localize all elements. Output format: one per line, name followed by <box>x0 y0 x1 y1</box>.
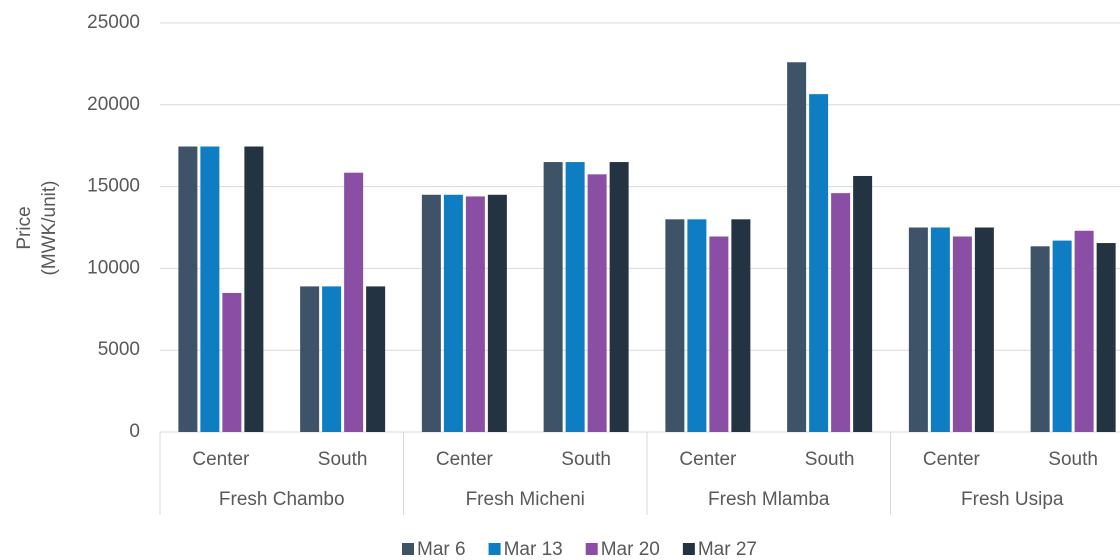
bar <box>565 162 585 432</box>
legend-label: Mar 20 <box>601 539 660 560</box>
bar <box>222 292 242 432</box>
bar <box>908 227 928 432</box>
legend-label: Mar 13 <box>504 539 563 560</box>
bar <box>322 286 342 432</box>
y-axis-label: (MWK/unit) <box>39 181 60 276</box>
legend-swatch <box>402 543 414 555</box>
bar <box>200 146 220 432</box>
x-tick-label: Center <box>192 449 250 470</box>
group-label: Fresh Mlamba <box>708 489 830 510</box>
x-tick-label: South <box>1048 449 1098 470</box>
bar <box>665 219 685 432</box>
y-tick-label: 10000 <box>87 257 140 278</box>
bar <box>787 62 807 432</box>
x-tick-label: South <box>318 449 368 470</box>
bar <box>465 196 485 432</box>
bar <box>952 236 972 432</box>
x-tick-label: South <box>561 449 611 470</box>
bar <box>443 194 463 432</box>
bar <box>853 175 873 432</box>
y-tick-label: 0 <box>129 421 140 442</box>
bar <box>930 227 950 432</box>
legend-swatch <box>585 543 598 555</box>
bar <box>344 172 364 432</box>
bar <box>421 194 441 432</box>
bar <box>609 162 629 432</box>
bar <box>709 236 729 432</box>
bar <box>178 146 198 432</box>
x-tick-label: Center <box>679 449 737 470</box>
y-tick-label: 5000 <box>98 339 140 360</box>
x-tick-label: Center <box>923 449 981 470</box>
bar <box>1030 246 1050 432</box>
group-label: Fresh Usipa <box>961 489 1064 510</box>
bar <box>1074 230 1094 432</box>
y-tick-label: 25000 <box>87 12 140 33</box>
bar <box>1096 243 1116 432</box>
legend-label: Mar 6 <box>417 539 466 560</box>
group-label: Fresh Chambo <box>219 489 345 510</box>
bar <box>809 94 829 432</box>
x-tick-label: Center <box>436 449 494 470</box>
y-axis-label: Price <box>14 206 35 249</box>
bar <box>300 286 320 432</box>
legend-swatch <box>682 543 695 555</box>
bar <box>687 219 707 432</box>
bar <box>587 174 607 432</box>
y-tick-label: 20000 <box>87 94 140 115</box>
bar <box>487 194 507 432</box>
x-tick-label: South <box>805 449 855 470</box>
bar <box>831 193 851 432</box>
bar <box>1052 240 1072 432</box>
legend-label: Mar 27 <box>698 539 757 560</box>
y-tick-label: 15000 <box>87 176 140 197</box>
bar <box>731 219 751 432</box>
bar <box>543 162 563 432</box>
bar <box>974 227 994 432</box>
bar <box>244 146 264 432</box>
group-label: Fresh Micheni <box>466 489 585 510</box>
legend-swatch <box>488 543 501 555</box>
bar <box>366 286 386 432</box>
